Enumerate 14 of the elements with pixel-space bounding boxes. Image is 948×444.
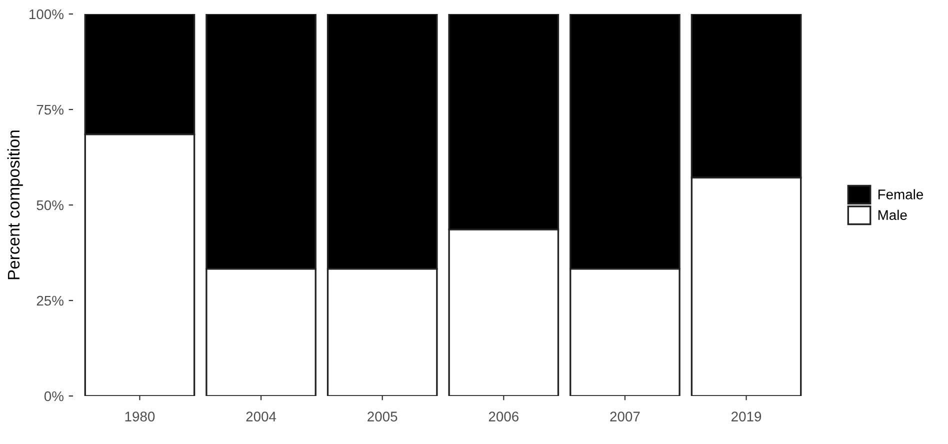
x-tick-label: 2006 <box>488 412 518 422</box>
x-tick-label: 1980 <box>125 412 155 422</box>
x-tick-label: 2005 <box>368 412 398 422</box>
y-tick-label: 50% <box>36 200 64 210</box>
x-tick-label: 2019 <box>732 412 762 422</box>
x-tick-label: 2007 <box>610 412 640 422</box>
y-tick-label: 25% <box>36 296 64 306</box>
legend-label: Female <box>878 189 924 200</box>
y-tick-label: 0% <box>44 391 64 402</box>
y-tick-label: 75% <box>36 104 64 115</box>
legend-label: Male <box>878 210 907 220</box>
y-tick-label: 100% <box>30 9 64 20</box>
y-axis-title: Percent composition <box>7 130 23 280</box>
x-tick-label: 2004 <box>246 412 276 422</box>
